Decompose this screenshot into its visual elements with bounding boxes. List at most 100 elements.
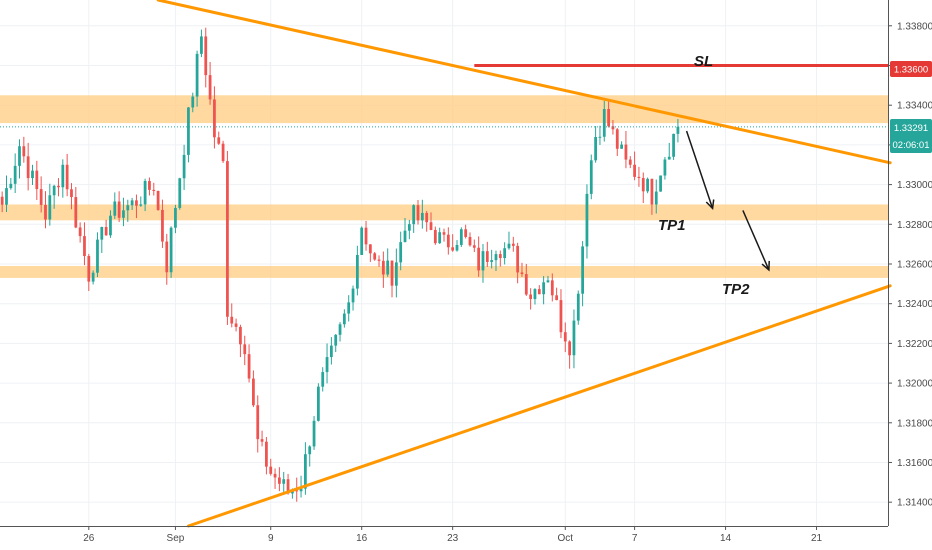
candle-body [200,36,203,54]
candle-body [213,99,216,138]
candle-body [425,212,429,223]
candle-body [412,205,416,225]
candle-body [5,188,8,205]
candle-body [286,479,290,494]
candle-body [230,316,234,324]
candle-body [303,454,307,489]
tp2-annotation: TP2 [722,281,750,298]
price-axis[interactable]: 1.338001.336001.334001.332001.330001.328… [888,21,932,509]
time-axis[interactable]: 26 Sep 9 16 23 Oct 7 14 21 [83,526,823,544]
price-tick-label: 1.31800 [897,418,932,429]
candle-body [667,156,671,160]
price-tick-label: 1.32000 [897,379,932,390]
candle-body [52,185,56,196]
candle-body [299,488,303,492]
candle-body [368,244,372,254]
candle-body [208,75,212,100]
trendlines[interactable] [0,0,892,528]
candle-body [516,245,520,273]
candle-body [403,230,407,243]
price-tick-label: 1.32200 [897,339,932,350]
candle-body [221,143,225,162]
support-resistance-zone [0,95,888,124]
candle-body [581,246,585,294]
bar-countdown-label: 02:06:01 [893,140,930,151]
candle-body [321,372,325,387]
candle-body [217,137,221,144]
candle-body [139,204,143,206]
candle-body [676,126,680,134]
candle-body [130,200,134,206]
candle-body [572,320,576,356]
candle-body [585,193,589,247]
candle-body [104,226,108,236]
candle-body [464,229,468,237]
candle-body [342,313,346,325]
candle-body [407,224,411,231]
candle-body [433,229,437,244]
candle-body [542,282,546,295]
candle-body [672,133,675,157]
candle-body [329,345,333,358]
candle-body [61,164,65,188]
candle-body [13,165,17,184]
candle-body [265,441,268,467]
resistance-trendline[interactable] [156,0,892,165]
candle-body [381,260,385,275]
candle-body [654,191,658,205]
candle-body [195,53,199,97]
candle-body [91,272,95,282]
candle-body [663,159,667,176]
candle-body [161,209,164,242]
price-tick-label: 1.33400 [897,101,932,112]
price-tick-label: 1.32800 [897,220,932,231]
candle-body [624,144,628,160]
candle-body [507,243,511,249]
price-tick-label: 1.31400 [897,498,932,509]
candle-body [22,146,26,157]
candle-body [35,170,39,190]
candle-body [477,247,481,271]
candle-body [57,185,60,188]
candle-body [191,96,195,108]
support-trendline[interactable] [186,284,892,528]
candle-body [594,137,597,161]
candle-body [96,239,99,273]
candle-body [637,176,641,179]
candle-body [607,109,610,127]
time-tick-label: 9 [268,533,274,544]
time-tick-label: 21 [811,533,823,544]
time-tick-label: 23 [447,533,459,544]
time-tick-label: Sep [167,533,185,544]
candle-body [576,293,580,321]
candle-body [498,254,502,259]
plot-background [0,0,888,526]
candle-body [481,251,485,271]
candle-body [620,144,623,149]
candle-body [537,289,541,295]
candle-body [9,183,13,189]
projection-arrow-shaft [685,130,714,209]
time-tick-label: 16 [356,533,368,544]
candle-body [438,232,442,244]
projection-arrows [685,130,770,272]
time-tick-label: 26 [83,533,95,544]
candle-body [204,36,208,76]
candle-body [278,477,281,484]
sl-price-label: 1.33600 [894,65,928,76]
candle-body [351,288,355,303]
candle-body [472,245,476,248]
candle-body [260,439,264,442]
support-resistance-zone [0,204,888,221]
candle-body [568,341,572,356]
candle-body [316,386,320,421]
candle-body [187,107,190,155]
candle-body [455,244,459,251]
candle-body [148,180,151,190]
projection-arrow-shaft [742,210,770,271]
candle-body [373,253,377,260]
support-resistance-zone [0,265,888,278]
candle-body [338,324,342,335]
candle-body [347,302,351,314]
